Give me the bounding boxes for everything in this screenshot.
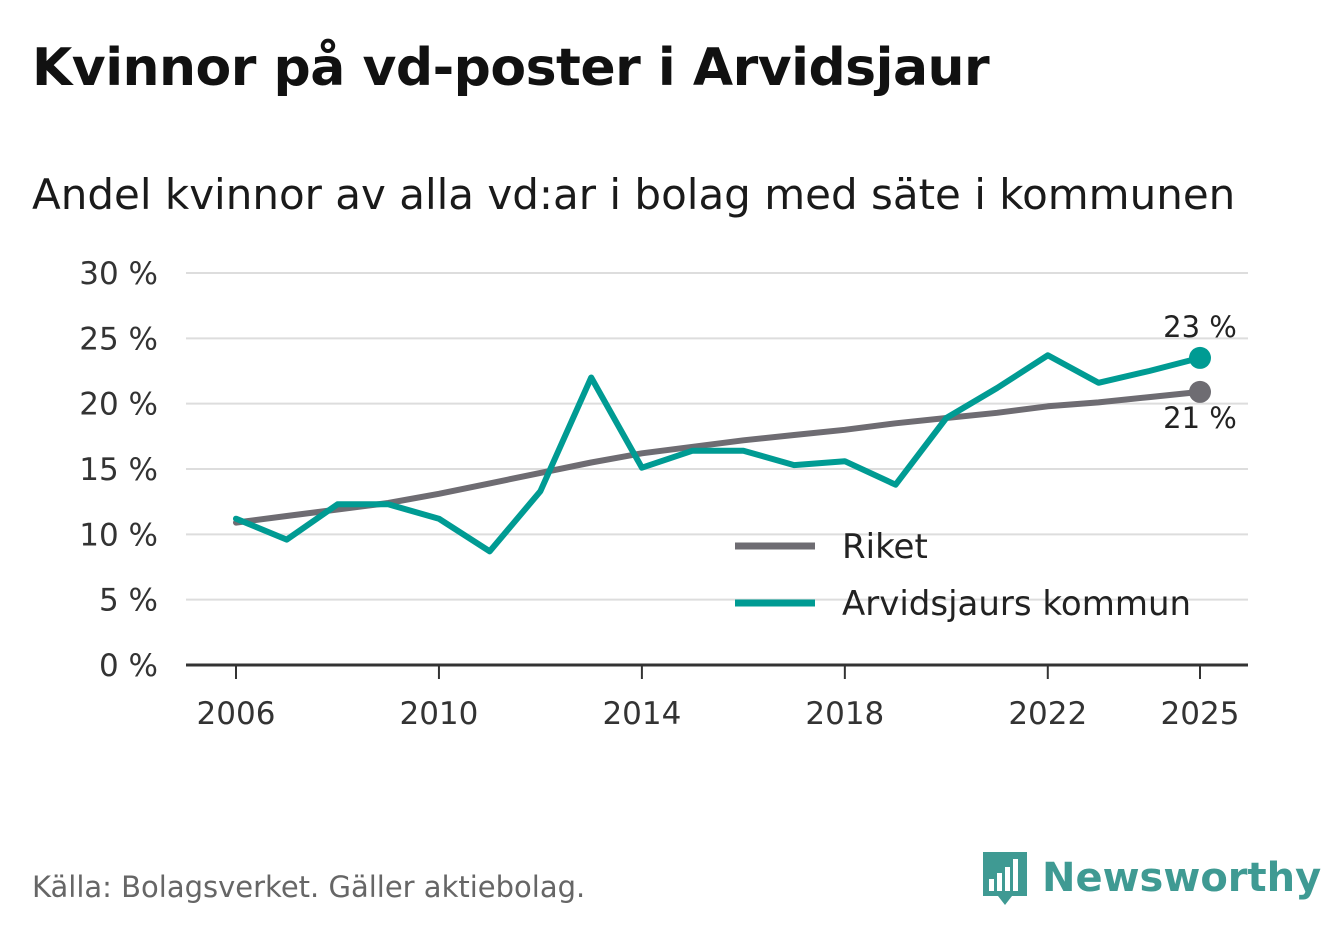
x-tick-label: 2022 bbox=[1008, 696, 1087, 732]
end-labels: 21 % 23 % bbox=[1163, 310, 1237, 435]
grid-lines bbox=[186, 272, 1248, 601]
y-tick-label: 30 % bbox=[79, 256, 158, 292]
y-tick-label: 5 % bbox=[99, 583, 158, 619]
x-tick-label: 2006 bbox=[197, 696, 276, 732]
source-note: Källa: Bolagsverket. Gäller aktiebolag. bbox=[32, 870, 586, 904]
legend-label: Arvidsjaurs kommun bbox=[842, 584, 1191, 624]
y-axis: 0 % 5 % 10 % 15 % 20 % 25 % 30 % bbox=[79, 256, 158, 684]
series-line-riket bbox=[233, 388, 1203, 526]
end-marker bbox=[1189, 380, 1211, 403]
end-value-label: 23 % bbox=[1163, 310, 1237, 344]
legend-item: Arvidsjaurs kommun bbox=[735, 584, 1191, 624]
x-tick-label: 2025 bbox=[1161, 696, 1240, 732]
brand-logo: Newsworthy bbox=[980, 848, 1321, 908]
y-tick-label: 25 % bbox=[79, 321, 158, 357]
chart-title: Kvinnor på vd-poster i Arvidsjaur bbox=[32, 38, 990, 98]
x-axis: 2006 2010 2014 2018 2022 2025 bbox=[186, 663, 1248, 732]
newsworthy-icon bbox=[983, 852, 1027, 905]
end-marker bbox=[1189, 346, 1211, 369]
end-value-label: 21 % bbox=[1163, 401, 1237, 435]
legend: Riket Arvidsjaurs kommun bbox=[735, 527, 1191, 624]
brand-name: Newsworthy bbox=[1042, 855, 1322, 901]
series-line-kommun bbox=[233, 352, 1203, 555]
y-tick-label: 20 % bbox=[79, 387, 158, 423]
x-tick-label: 2018 bbox=[805, 696, 884, 732]
x-tick-label: 2010 bbox=[399, 696, 478, 732]
legend-item: Riket bbox=[735, 527, 928, 567]
y-tick-label: 15 % bbox=[79, 452, 158, 488]
series-lines bbox=[233, 346, 1211, 555]
y-tick-label: 0 % bbox=[99, 648, 158, 684]
y-tick-label: 10 % bbox=[79, 517, 158, 553]
chart-subtitle: Andel kvinnor av alla vd:ar i bolag med … bbox=[32, 170, 1236, 219]
x-tick-label: 2014 bbox=[602, 696, 681, 732]
legend-label: Riket bbox=[842, 527, 928, 567]
